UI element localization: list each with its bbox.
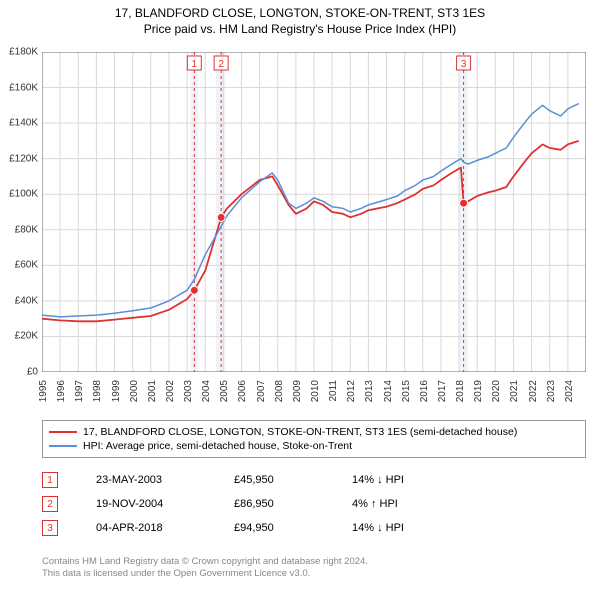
x-tick-label: 2012 (346, 380, 357, 402)
y-tick-label: £0 (0, 367, 38, 378)
x-tick-label: 2009 (292, 380, 303, 402)
x-tick-label: 2006 (237, 380, 248, 402)
y-tick-label: £120K (0, 153, 38, 164)
svg-text:2: 2 (218, 59, 224, 70)
legend-row: HPI: Average price, semi-detached house,… (49, 439, 579, 453)
footer-line-1: Contains HM Land Registry data © Crown c… (42, 556, 586, 568)
x-tick-label: 2002 (165, 380, 176, 402)
x-tick-label: 2022 (528, 380, 539, 402)
legend-swatch (49, 445, 77, 447)
legend-swatch (49, 431, 77, 433)
x-tick-label: 1997 (74, 380, 85, 402)
y-tick-label: £100K (0, 189, 38, 200)
x-tick-label: 2013 (364, 380, 375, 402)
marker-number-box: 2 (42, 496, 58, 512)
x-tick-label: 2008 (274, 380, 285, 402)
x-tick-label: 2001 (147, 380, 158, 402)
x-tick-label: 2003 (183, 380, 194, 402)
x-tick-label: 2018 (455, 380, 466, 402)
x-tick-label: 2016 (419, 380, 430, 402)
marker-delta: 14% ↓ HPI (352, 474, 452, 486)
y-tick-label: £60K (0, 260, 38, 271)
y-tick-label: £80K (0, 224, 38, 235)
marker-price: £45,950 (234, 474, 314, 486)
title-block: 17, BLANDFORD CLOSE, LONGTON, STOKE-ON-T… (0, 0, 600, 36)
x-tick-label: 2014 (383, 380, 394, 402)
marker-number-box: 1 (42, 472, 58, 488)
title-address: 17, BLANDFORD CLOSE, LONGTON, STOKE-ON-T… (0, 6, 600, 20)
x-tick-label: 1999 (111, 380, 122, 402)
title-subtitle: Price paid vs. HM Land Registry's House … (0, 22, 600, 36)
y-tick-label: £140K (0, 118, 38, 129)
x-tick-label: 2020 (491, 380, 502, 402)
x-tick-label: 1998 (92, 380, 103, 402)
y-tick-label: £20K (0, 331, 38, 342)
svg-text:1: 1 (192, 59, 198, 70)
marker-price: £86,950 (234, 498, 314, 510)
x-tick-label: 2021 (509, 380, 520, 402)
chart-container: 17, BLANDFORD CLOSE, LONGTON, STOKE-ON-T… (0, 0, 600, 590)
x-tick-label: 2011 (328, 380, 339, 402)
x-tick-label: 2017 (437, 380, 448, 402)
footer-line-2: This data is licensed under the Open Gov… (42, 568, 586, 580)
marker-date: 04-APR-2018 (96, 522, 196, 534)
x-tick-label: 1996 (56, 380, 67, 402)
legend-label: HPI: Average price, semi-detached house,… (83, 440, 352, 452)
footer-notice: Contains HM Land Registry data © Crown c… (42, 556, 586, 580)
marker-row: 1 23-MAY-2003 £45,950 14% ↓ HPI (42, 468, 586, 492)
chart-svg: 1 2 3 (42, 52, 586, 372)
x-tick-label: 2024 (564, 380, 575, 402)
marker-date: 19-NOV-2004 (96, 498, 196, 510)
y-tick-label: £160K (0, 82, 38, 93)
x-tick-label: 2019 (473, 380, 484, 402)
marker-row: 3 04-APR-2018 £94,950 14% ↓ HPI (42, 516, 586, 540)
x-tick-label: 2007 (256, 380, 267, 402)
x-tick-label: 2023 (546, 380, 557, 402)
x-axis: 1995199619971998199920002001200220032004… (42, 376, 586, 406)
x-tick-label: 2004 (201, 380, 212, 402)
x-tick-label: 2010 (310, 380, 321, 402)
marker-date: 23-MAY-2003 (96, 474, 196, 486)
legend-label: 17, BLANDFORD CLOSE, LONGTON, STOKE-ON-T… (83, 426, 517, 438)
svg-text:3: 3 (461, 59, 467, 70)
y-tick-label: £40K (0, 295, 38, 306)
marker-number-box: 3 (42, 520, 58, 536)
x-tick-label: 2000 (129, 380, 140, 402)
markers-table: 1 23-MAY-2003 £45,950 14% ↓ HPI 2 19-NOV-2004… (42, 468, 586, 540)
chart-area: 123 £0£20K£40K£60K£80K£100K£120K£140K£16… (42, 52, 586, 372)
y-tick-label: £180K (0, 47, 38, 58)
legend-and-markers: 17, BLANDFORD CLOSE, LONGTON, STOKE-ON-T… (42, 420, 586, 540)
legend-row: 17, BLANDFORD CLOSE, LONGTON, STOKE-ON-T… (49, 425, 579, 439)
x-tick-label: 1995 (38, 380, 49, 402)
marker-price: £94,950 (234, 522, 314, 534)
x-tick-label: 2015 (401, 380, 412, 402)
marker-delta: 14% ↓ HPI (352, 522, 452, 534)
legend-box: 17, BLANDFORD CLOSE, LONGTON, STOKE-ON-T… (42, 420, 586, 458)
marker-delta: 4% ↑ HPI (352, 498, 452, 510)
x-tick-label: 2005 (219, 380, 230, 402)
marker-row: 2 19-NOV-2004 £86,950 4% ↑ HPI (42, 492, 586, 516)
